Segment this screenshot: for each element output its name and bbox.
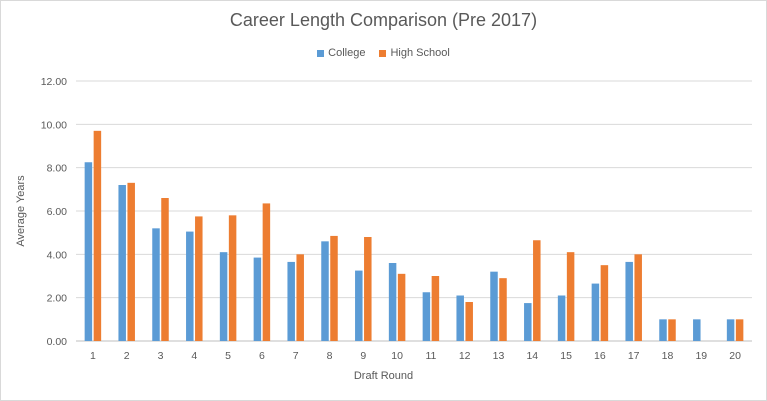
- bar-college-round-16: [591, 283, 600, 341]
- bar-high-school-round-6: [262, 203, 271, 341]
- bar-high-school-round-3: [161, 198, 169, 341]
- x-tick-label: 16: [594, 350, 606, 362]
- bar-college-round-7: [287, 261, 295, 341]
- x-tick-label: 12: [459, 350, 471, 362]
- x-tick-label: 20: [729, 350, 741, 362]
- bar-college-round-10: [388, 263, 397, 341]
- bar-college-round-19: [693, 319, 701, 341]
- bar-high-school-round-17: [634, 254, 642, 341]
- bar-college-round-5: [219, 252, 228, 341]
- bar-college-round-11: [422, 292, 431, 341]
- y-tick-label: 2.00: [47, 293, 68, 305]
- y-tick-label: 4.00: [47, 249, 68, 261]
- bar-high-school-round-14: [533, 240, 541, 341]
- x-tick-label: 6: [259, 350, 265, 362]
- legend-label-high-school: High School: [390, 47, 450, 59]
- x-axis-label: Draft Round: [353, 370, 414, 382]
- bar-high-school-round-1: [93, 130, 102, 341]
- legend-label-college: College: [328, 47, 366, 59]
- bar-college-round-2: [118, 185, 126, 341]
- bar-college-round-15: [557, 295, 566, 341]
- legend-swatch-college: [317, 49, 325, 57]
- bar-high-school-round-5: [228, 215, 237, 341]
- bar-high-school-round-8: [330, 235, 338, 341]
- x-tick-label: 5: [225, 350, 231, 362]
- bar-college-round-6: [253, 257, 262, 341]
- bar-college-round-9: [355, 270, 363, 341]
- x-tick-label: 3: [158, 350, 164, 362]
- x-tick-label: 7: [293, 350, 299, 362]
- chart-title: Career Length Comparison (Pre 2017): [229, 10, 538, 30]
- bar-high-school-round-11: [431, 276, 440, 341]
- bar-college-round-1: [84, 162, 93, 341]
- bar-college-round-3: [152, 228, 160, 341]
- bar-high-school-round-12: [465, 302, 473, 341]
- x-tick-label: 11: [425, 350, 436, 362]
- y-tick-label: 12.00: [41, 76, 67, 88]
- bar-high-school-round-15: [566, 252, 575, 341]
- bar-college-round-4: [186, 231, 194, 341]
- x-tick-label: 15: [560, 350, 572, 362]
- bar-high-school-round-16: [600, 265, 609, 341]
- bar-college-round-8: [321, 241, 329, 341]
- x-tick-label: 4: [191, 350, 197, 362]
- bar-high-school-round-20: [735, 319, 744, 341]
- bar-high-school-round-9: [364, 237, 372, 341]
- legend-item-high-school: High School: [379, 47, 450, 59]
- bar-high-school-round-2: [127, 182, 135, 341]
- y-tick-label: 8.00: [47, 163, 68, 175]
- bar-college-round-17: [625, 261, 633, 341]
- x-tick-label: 19: [695, 350, 707, 362]
- x-tick-label: 10: [391, 350, 403, 362]
- bar-college-round-13: [490, 271, 498, 341]
- legend-swatch-high-school: [379, 49, 387, 57]
- bar-high-school-round-4: [195, 216, 203, 341]
- x-tick-label: 2: [124, 350, 130, 362]
- x-tick-label: 1: [90, 350, 96, 362]
- x-tick-label: 17: [628, 350, 640, 362]
- x-tick-label: 14: [526, 350, 538, 362]
- legend: College High School: [1, 47, 766, 59]
- x-tick-label: 8: [327, 350, 333, 362]
- x-tick-label: 13: [493, 350, 505, 362]
- bar-high-school-round-7: [296, 254, 304, 341]
- y-tick-label: 10.00: [41, 119, 67, 131]
- bar-college-round-20: [726, 319, 735, 341]
- x-tick-label: 18: [662, 350, 674, 362]
- bar-college-round-14: [524, 303, 532, 341]
- x-tick-label: 9: [360, 350, 366, 362]
- bar-high-school-round-18: [668, 319, 676, 341]
- y-tick-label: 0.00: [47, 336, 68, 348]
- bar-college-round-12: [456, 295, 464, 341]
- bar-high-school-round-13: [499, 278, 507, 341]
- legend-item-college: College: [317, 47, 365, 59]
- bar-high-school-round-10: [397, 273, 406, 341]
- bar-college-round-18: [659, 319, 667, 341]
- y-tick-label: 6.00: [47, 206, 68, 218]
